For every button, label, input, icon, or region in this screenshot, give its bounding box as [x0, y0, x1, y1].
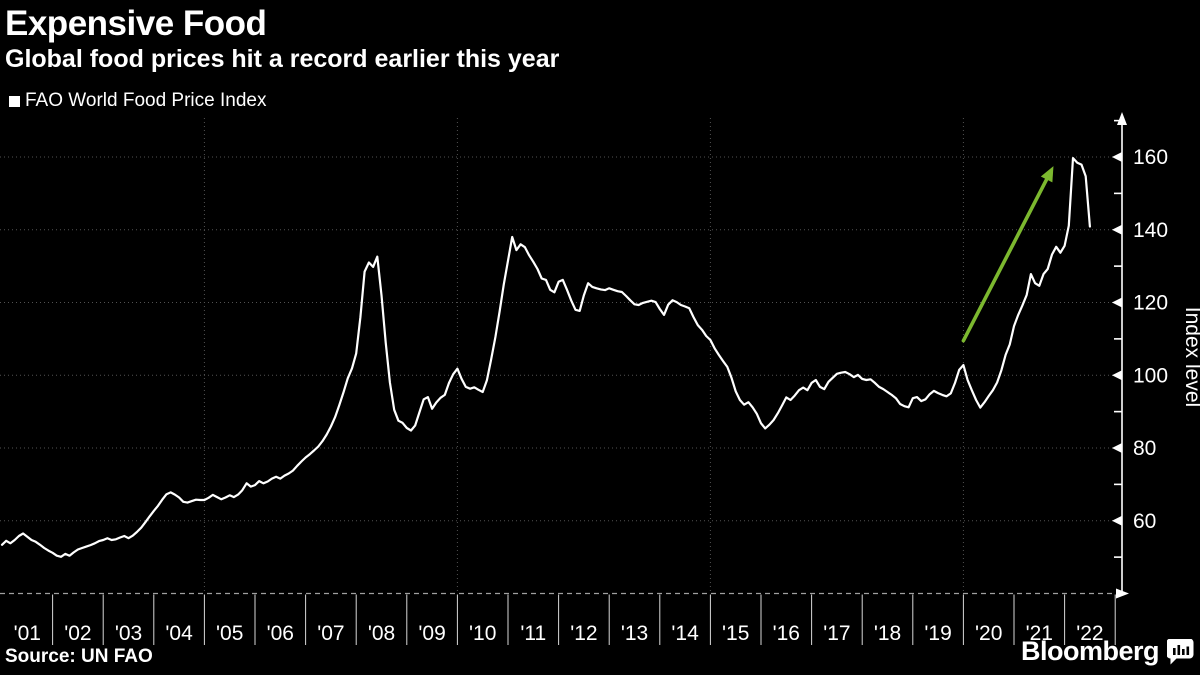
- page-title: Expensive Food: [5, 4, 267, 43]
- svg-text:'09: '09: [418, 622, 445, 645]
- svg-text:'10: '10: [469, 622, 496, 645]
- gridlines: [0, 118, 1122, 594]
- svg-text:80: 80: [1133, 437, 1156, 460]
- svg-text:'02: '02: [64, 622, 91, 645]
- svg-text:Index level: Index level: [1181, 307, 1200, 407]
- svg-text:'20: '20: [975, 622, 1002, 645]
- price-line: [0, 157, 1092, 558]
- bloomberg-logo: Bloomberg: [1021, 636, 1194, 667]
- svg-text:'01: '01: [14, 622, 41, 645]
- svg-text:'18: '18: [874, 622, 901, 645]
- y-axis: [1112, 112, 1127, 594]
- bloomberg-bug-icon: [1167, 638, 1194, 664]
- svg-text:'16: '16: [773, 622, 800, 645]
- svg-text:100: 100: [1133, 364, 1168, 387]
- svg-text:'15: '15: [722, 622, 749, 645]
- source-note: Source: UN FAO: [5, 646, 153, 667]
- trend-arrow: [961, 166, 1054, 343]
- svg-text:'03: '03: [115, 622, 142, 645]
- bloomberg-wordmark: Bloomberg: [1020, 636, 1160, 666]
- svg-text:'13: '13: [621, 622, 648, 645]
- chart-subtitle: Global food prices hit a record earlier …: [5, 45, 560, 73]
- svg-text:160: 160: [1133, 146, 1168, 169]
- axis-tick-labels: 60 80 100 120 140 160 '01 '02 '03 '04 '05 '06 '07 '08…: [14, 146, 1200, 645]
- svg-text:'04: '04: [165, 622, 193, 645]
- svg-text:140: 140: [1133, 219, 1168, 242]
- legend: FAO World Food Price Index: [9, 90, 266, 112]
- svg-text:'21: '21: [1026, 622, 1053, 645]
- svg-text:60: 60: [1133, 510, 1156, 533]
- svg-text:'05: '05: [216, 622, 243, 645]
- svg-text:'17: '17: [823, 622, 850, 645]
- svg-text:'14: '14: [671, 622, 699, 645]
- svg-text:'06: '06: [267, 622, 294, 645]
- svg-text:'08: '08: [368, 622, 395, 645]
- svg-text:'07: '07: [317, 622, 344, 645]
- legend-label: FAO World Food Price Index: [25, 90, 267, 111]
- svg-text:120: 120: [1133, 292, 1168, 315]
- svg-text:'11: '11: [520, 622, 546, 645]
- legend-swatch-icon: [9, 95, 20, 107]
- svg-text:'22: '22: [1076, 622, 1103, 645]
- svg-text:'12: '12: [570, 622, 597, 645]
- x-axis: [0, 588, 1129, 645]
- svg-text:'19: '19: [924, 622, 951, 645]
